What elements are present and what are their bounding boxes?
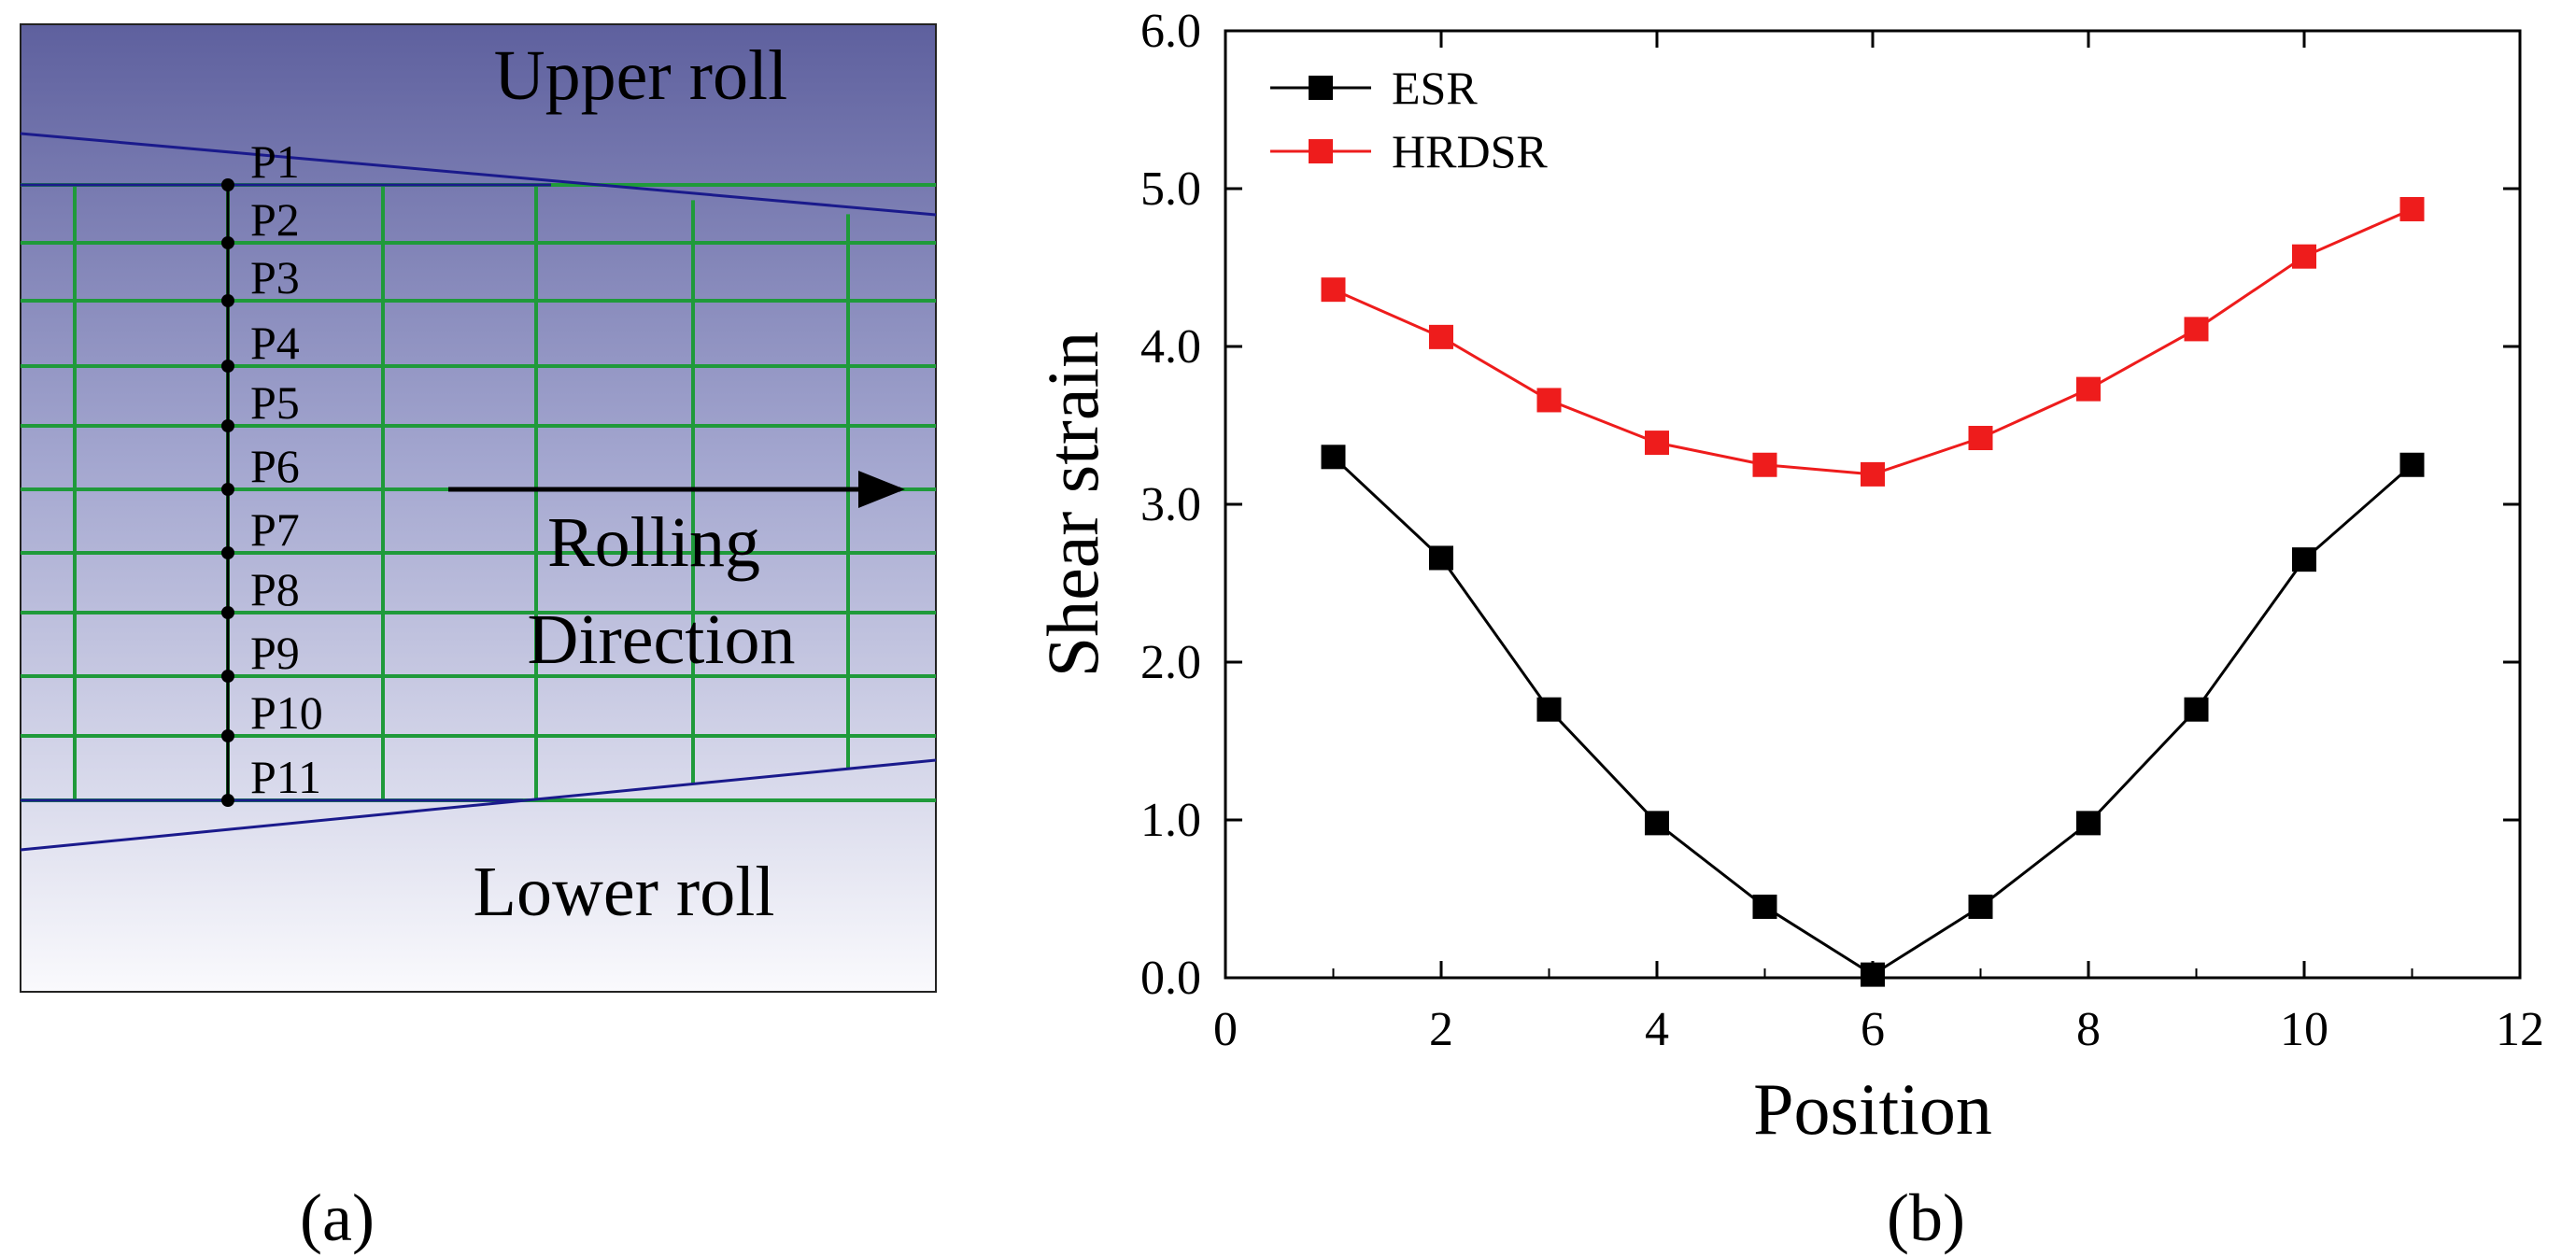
x-tick-label: 4	[1645, 1003, 1669, 1056]
diagram-background	[20, 23, 937, 993]
series-points	[1321, 196, 2425, 987]
series-lines	[1332, 207, 2413, 977]
data-point-esr	[1752, 894, 1777, 919]
y-tick-label: 3.0	[1140, 478, 1201, 531]
data-point-esr	[2292, 547, 2316, 572]
legend-marker	[1309, 76, 1333, 100]
x-tick-label: 0	[1213, 1003, 1238, 1056]
measurement-point-label: P1	[250, 135, 300, 188]
measurement-point-marker	[221, 606, 234, 619]
measurement-point-marker	[221, 729, 234, 742]
rolling-direction-line1: Rolling	[547, 503, 760, 582]
data-point-hrdsr	[2076, 376, 2101, 402]
series-line-hrdsr	[1332, 207, 2413, 476]
data-point-hrdsr	[1645, 431, 1669, 456]
data-point-hrdsr	[2184, 317, 2209, 342]
measurement-point-label: P4	[250, 317, 300, 369]
measurement-point-label: P7	[250, 503, 300, 556]
legend-marker	[1309, 139, 1333, 163]
measurement-point-marker	[221, 546, 234, 559]
y-axis-label: Shear strain	[1032, 332, 1113, 677]
x-tick-label: 10	[2280, 1003, 2328, 1056]
measurement-point-label: P6	[250, 440, 300, 492]
measurement-point-label: P2	[250, 193, 300, 246]
measurement-point-marker	[221, 419, 234, 432]
measurement-point-label: P11	[250, 751, 321, 803]
measurement-point-marker	[221, 294, 234, 307]
data-point-hrdsr	[2399, 196, 2425, 221]
rolling-direction-line2: Direction	[527, 600, 795, 679]
upper-roll-label: Upper roll	[494, 36, 787, 115]
data-point-esr	[1968, 894, 1993, 919]
data-point-hrdsr	[1968, 426, 1993, 451]
data-point-esr	[2184, 697, 2209, 722]
measurement-point-label: P3	[250, 251, 300, 304]
measurement-point-marker	[221, 794, 234, 807]
panel-a-caption: (a)	[300, 1180, 375, 1255]
shear-strain-chart: 0 2 4 6 8 10 120.01.02.03.04.05.06.0 ESRHRDSR …	[1032, 5, 2544, 1255]
panel-b-caption: (b)	[1887, 1180, 1965, 1255]
lower-roll-label: Lower roll	[474, 853, 775, 931]
data-point-hrdsr	[1321, 277, 1346, 303]
x-axis-label: Position	[1753, 1068, 1992, 1150]
y-tick-label: 0.0	[1140, 952, 1201, 1005]
legend-label: HRDSR	[1392, 125, 1548, 177]
legend: ESR HRDSR	[1270, 62, 1548, 177]
upper-roll-boundary-line	[20, 132, 937, 217]
measurement-point-label: P10	[250, 686, 323, 739]
data-point-esr	[1861, 962, 1885, 987]
x-tick-label: 2	[1429, 1003, 1453, 1056]
data-point-esr	[1429, 545, 1453, 571]
data-point-hrdsr	[2292, 244, 2316, 269]
y-tick-label: 5.0	[1140, 162, 1201, 216]
data-point-esr	[2399, 452, 2425, 477]
y-tick-label: 1.0	[1140, 794, 1201, 847]
y-tick-label: 4.0	[1140, 320, 1201, 374]
axis-ticks: 0 2 4 6 8 10 12 0.0 1.0 2.0 3.0 4.0 5.0 6.0	[1140, 5, 2544, 1056]
data-point-hrdsr	[1861, 461, 1885, 487]
x-tick-label: 6	[1861, 1003, 1885, 1056]
lower-roll-boundary-line	[20, 758, 937, 852]
data-point-hrdsr	[1536, 388, 1562, 413]
y-tick-label: 6.0	[1140, 5, 1201, 58]
data-point-hrdsr	[1752, 452, 1777, 477]
x-tick-label: 8	[2076, 1003, 2101, 1056]
data-point-esr	[2076, 811, 2101, 836]
data-point-hrdsr	[1429, 324, 1453, 349]
series-line-esr	[1332, 456, 2413, 977]
measurement-point-marker	[221, 670, 234, 683]
data-point-esr	[1536, 697, 1562, 722]
x-tick-label: 12	[2496, 1003, 2544, 1056]
y-tick-label: 2.0	[1140, 636, 1201, 689]
measurement-point-label: P5	[250, 376, 300, 429]
data-point-esr	[1645, 811, 1669, 836]
measurement-point-marker	[221, 360, 234, 373]
measurement-point-marker	[221, 483, 234, 496]
data-point-esr	[1321, 445, 1346, 470]
legend-label: ESR	[1392, 62, 1478, 114]
measurement-point-label: P9	[250, 627, 300, 679]
measurement-point-marker	[221, 178, 234, 191]
measurement-point-label: P8	[250, 563, 300, 615]
measurement-point-marker	[221, 236, 234, 249]
